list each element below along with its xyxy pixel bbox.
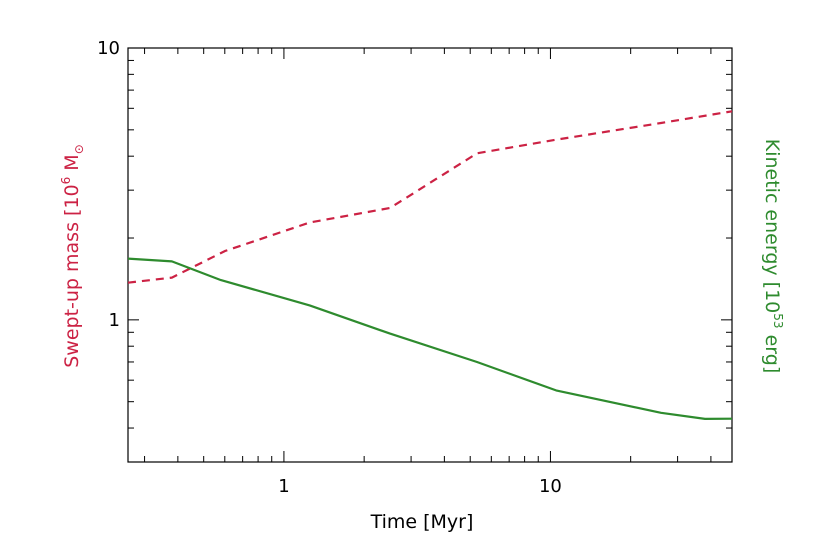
x-axis-title: Time [Myr] [370, 511, 474, 533]
energy-series-line [127, 257, 733, 420]
y-axis-title-right: Kinetic energy [1053 erg] [761, 139, 785, 374]
y-tick-label: 10 [97, 38, 120, 59]
tick-labels: 1 10 1 10 [97, 38, 562, 497]
x-tick-label: 10 [539, 476, 562, 497]
axis-ticks [128, 47, 732, 463]
y-tick-label: 1 [109, 310, 120, 331]
series-lines [127, 110, 733, 420]
x-tick-label: 1 [278, 476, 289, 497]
y-axis-title-left: Swept-up mass [106 M⊙ [59, 144, 86, 368]
mass-series-line [127, 110, 733, 284]
plot-frame [127, 47, 733, 463]
